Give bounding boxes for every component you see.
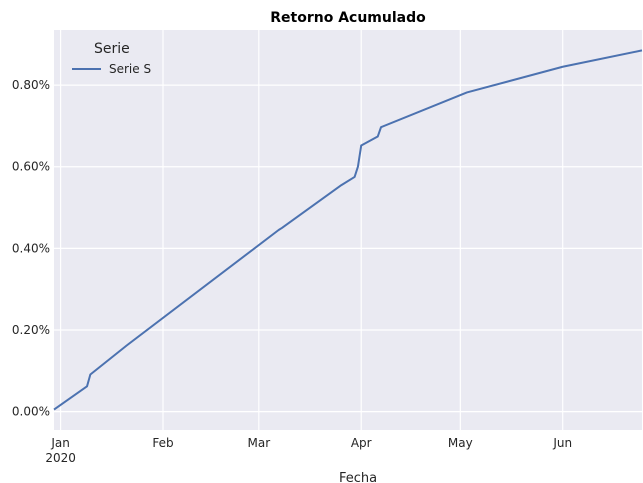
legend: Serie Serie S	[72, 41, 151, 76]
plot-background	[54, 30, 642, 430]
y-tick-label: 0.20%	[12, 323, 50, 337]
x-tick-sublabel: 2020	[45, 451, 76, 465]
x-tick-label: Jan	[50, 436, 70, 450]
x-tick-label: May	[448, 436, 473, 450]
grid-lines	[54, 30, 642, 430]
x-tick-label: Apr	[351, 436, 372, 450]
x-tick-label: Mar	[247, 436, 270, 450]
x-tick-label: Jun	[552, 436, 572, 450]
y-tick-label: 0.60%	[12, 160, 50, 174]
legend-entry-serie-s: Serie S	[109, 62, 151, 76]
legend-title: Serie	[94, 41, 130, 57]
series-line-serie-s	[53, 49, 643, 411]
chart-title: Retorno Acumulado	[270, 10, 426, 26]
y-tick-label: 0.00%	[12, 405, 50, 419]
x-axis-label: Fecha	[339, 471, 377, 483]
y-tick-label: 0.80%	[12, 78, 50, 92]
y-tick-labels: 0.00% 0.20% 0.40% 0.60% 0.80%	[12, 78, 50, 419]
x-tick-label: Feb	[152, 436, 173, 450]
series-layer	[53, 49, 643, 411]
y-tick-label: 0.40%	[12, 241, 50, 255]
